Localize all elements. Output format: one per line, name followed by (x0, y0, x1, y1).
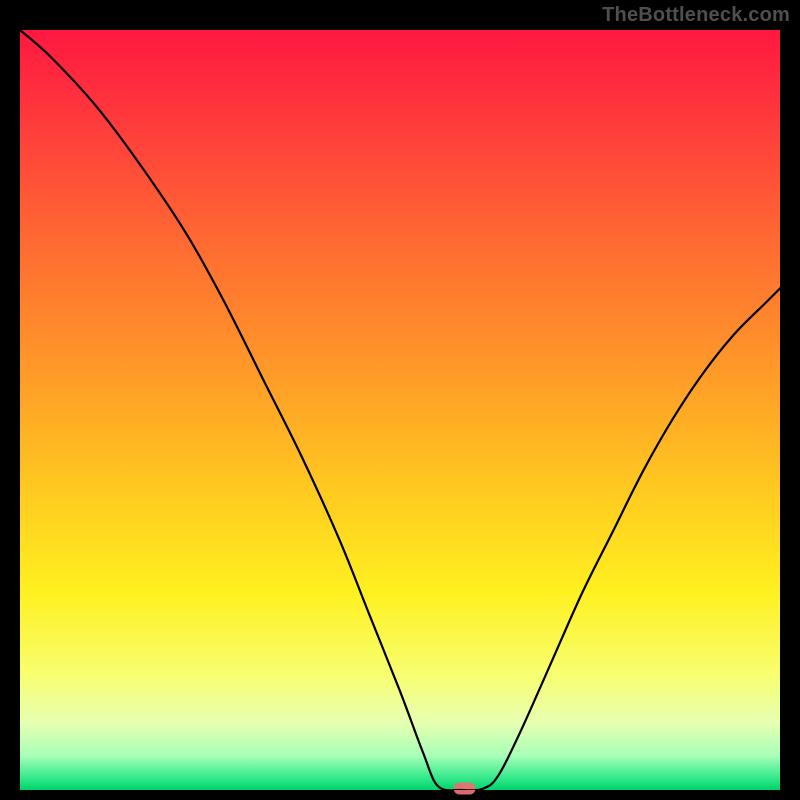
chart-background (20, 30, 780, 790)
chart-stage: TheBottleneck.com (0, 0, 800, 800)
bottleneck-chart (0, 0, 800, 800)
valley-marker (454, 782, 476, 794)
